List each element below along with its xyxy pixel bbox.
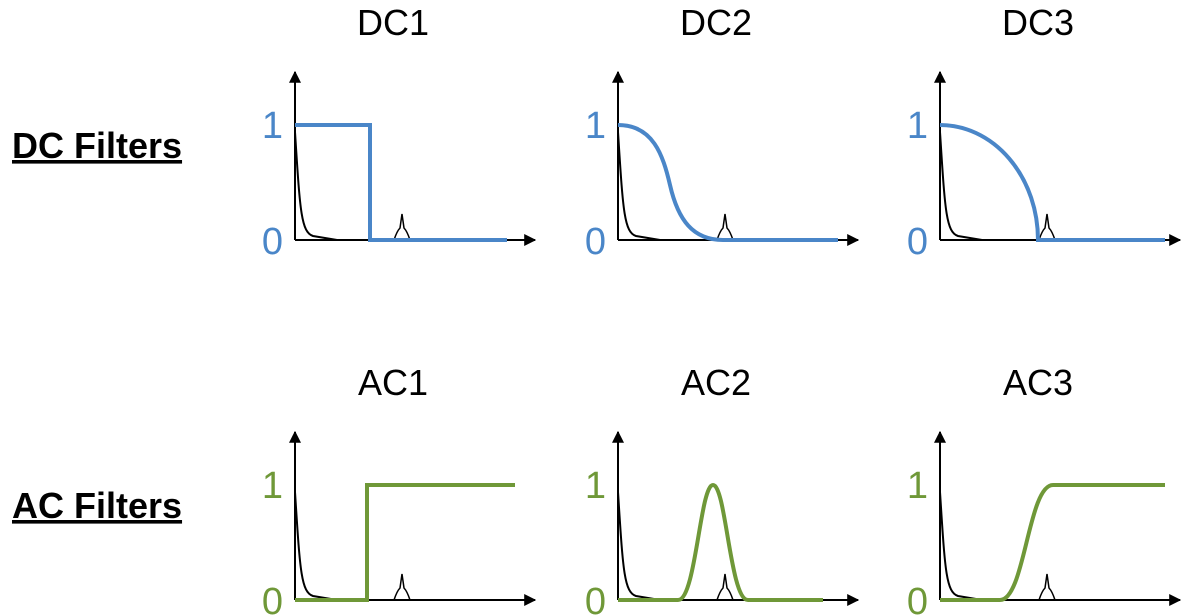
filter-response-curve: [295, 123, 507, 242]
panel-title: DC1: [357, 2, 429, 43]
spectrum-peak: [393, 573, 411, 601]
tick-label-zero: 0: [907, 221, 928, 263]
panel-title: AC3: [1003, 362, 1073, 403]
spectrum-decay-curve: [617, 491, 661, 601]
row-label-dc: DC Filters: [12, 125, 182, 166]
panel-ac2: AC2 1 0: [585, 362, 860, 616]
panel-title: AC2: [681, 362, 751, 403]
row-label-ac: AC Filters: [12, 485, 182, 526]
tick-label-zero: 0: [585, 581, 606, 616]
spectrum-decay-curve: [939, 131, 983, 241]
tick-label-one: 1: [585, 105, 606, 147]
spectrum-decay-curve: [939, 491, 983, 601]
spectrum-peak: [716, 573, 734, 601]
spectrum-decay-curve: [294, 491, 338, 601]
panel-dc1: DC1 1 0: [262, 2, 537, 263]
panel-title: AC1: [358, 362, 428, 403]
spectrum-peak: [1038, 573, 1056, 601]
panel-ac1: AC1 1 0: [262, 362, 537, 616]
spectrum-peak: [393, 213, 411, 241]
spectrum-decay-curve: [617, 131, 661, 241]
tick-label-zero: 0: [262, 221, 283, 263]
panel-dc3: DC3 1 0: [907, 2, 1182, 263]
filter-response-curve: [617, 123, 838, 242]
filter-response-curve: [295, 483, 515, 602]
tick-label-one: 1: [262, 465, 283, 507]
tick-label-zero: 0: [585, 221, 606, 263]
spectrum-decay-curve: [294, 131, 338, 241]
panel-dc2: DC2 1 0: [585, 2, 860, 263]
spectrum-peak: [1038, 213, 1056, 241]
tick-label-one: 1: [585, 465, 606, 507]
tick-label-zero: 0: [907, 581, 928, 616]
panel-title: DC3: [1002, 2, 1074, 43]
tick-label-zero: 0: [262, 581, 283, 616]
tick-label-one: 1: [262, 105, 283, 147]
filter-response-curve: [940, 483, 1165, 602]
filter-response-curve: [618, 482, 823, 602]
tick-label-one: 1: [907, 105, 928, 147]
panel-ac3: AC3 1 0: [907, 362, 1182, 616]
filter-response-curve: [939, 123, 1165, 242]
panel-title: DC2: [680, 2, 752, 43]
tick-label-one: 1: [907, 465, 928, 507]
spectrum-peak: [716, 213, 734, 241]
